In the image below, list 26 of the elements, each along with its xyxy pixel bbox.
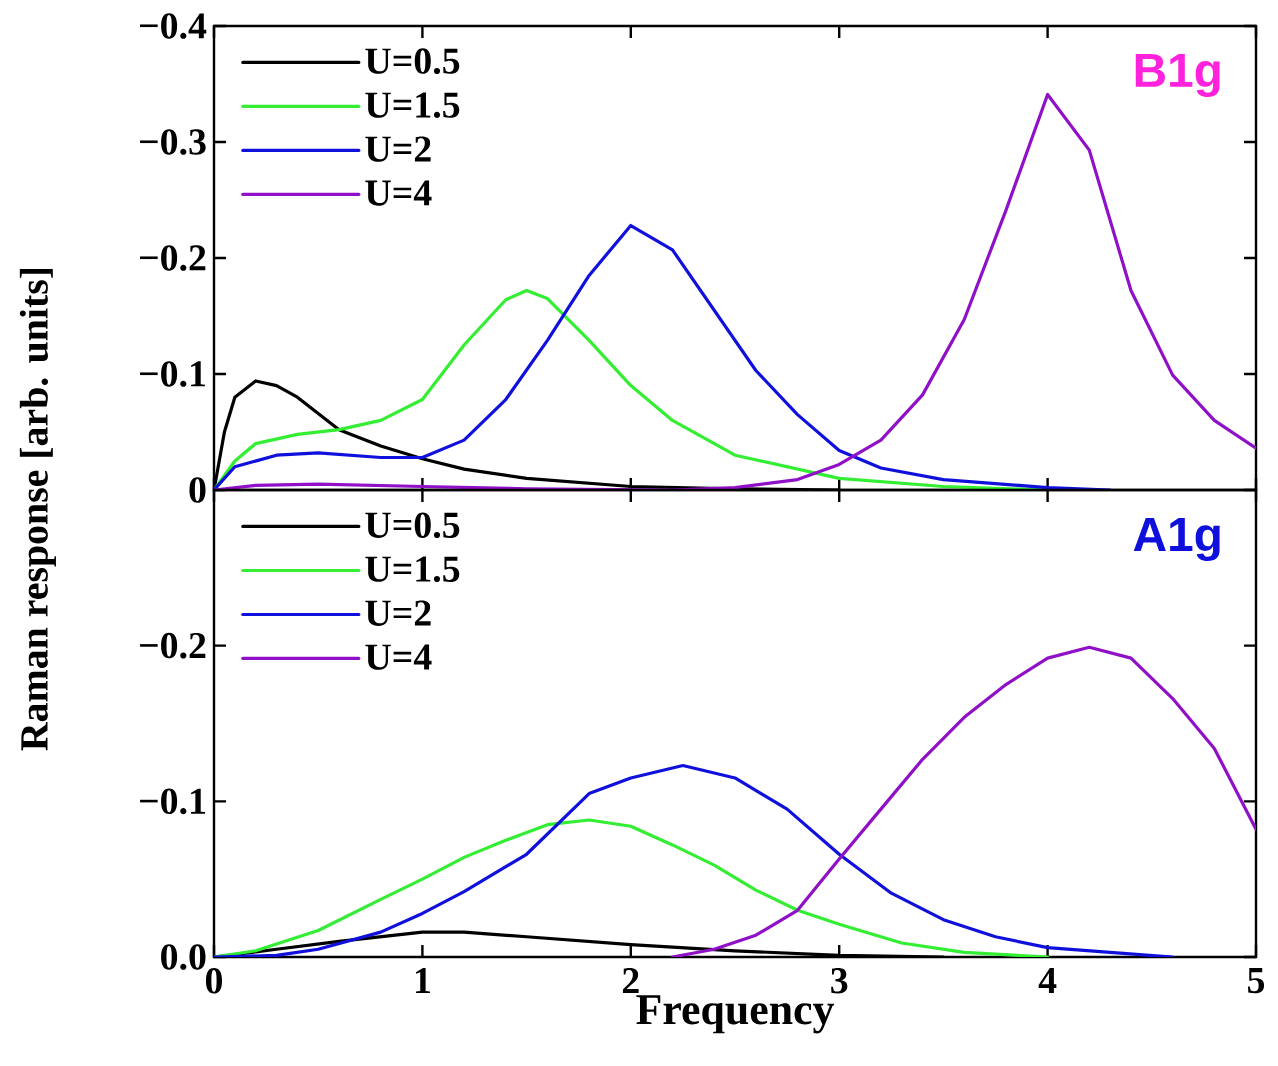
legend-label: U=2 [365, 136, 431, 162]
x-tick-label: 5 [1248, 968, 1265, 994]
y-tick-label: −0.2 [140, 632, 206, 659]
x-tick-label: 1 [415, 968, 430, 994]
legend-label: U=2 [365, 600, 431, 626]
x-axis-title: Frequency [636, 995, 835, 1034]
y-tick-label: −0.2 [140, 245, 206, 271]
legend-label: U=0.5 [365, 48, 460, 74]
y-tick-label: −0.3 [140, 129, 206, 155]
y-tick-label: −0.1 [140, 788, 206, 815]
legend-label: U=4 [365, 180, 432, 206]
y-tick-label: −0.1 [140, 361, 206, 387]
y-tick-label: −0.4 [140, 13, 207, 39]
legend-label: U=0.5 [365, 512, 460, 539]
text: A1g [1133, 518, 1220, 562]
y-tick-label: 0.0 [161, 944, 206, 970]
text: B1g [1135, 53, 1220, 97]
x-tick-label: 2 [622, 968, 639, 994]
legend-label: U=1.5 [365, 92, 460, 118]
legend-label: U=1.5 [365, 556, 460, 583]
legend-label: U=4 [365, 644, 432, 670]
y-axis-title: Raman response [arb. units] [19, 268, 56, 751]
x-tick-label: 4 [1038, 968, 1057, 993]
x-tick-label: 3 [831, 968, 848, 994]
x-tick-label: 0 [205, 968, 223, 994]
y-tick-label: 0 [189, 477, 206, 503]
